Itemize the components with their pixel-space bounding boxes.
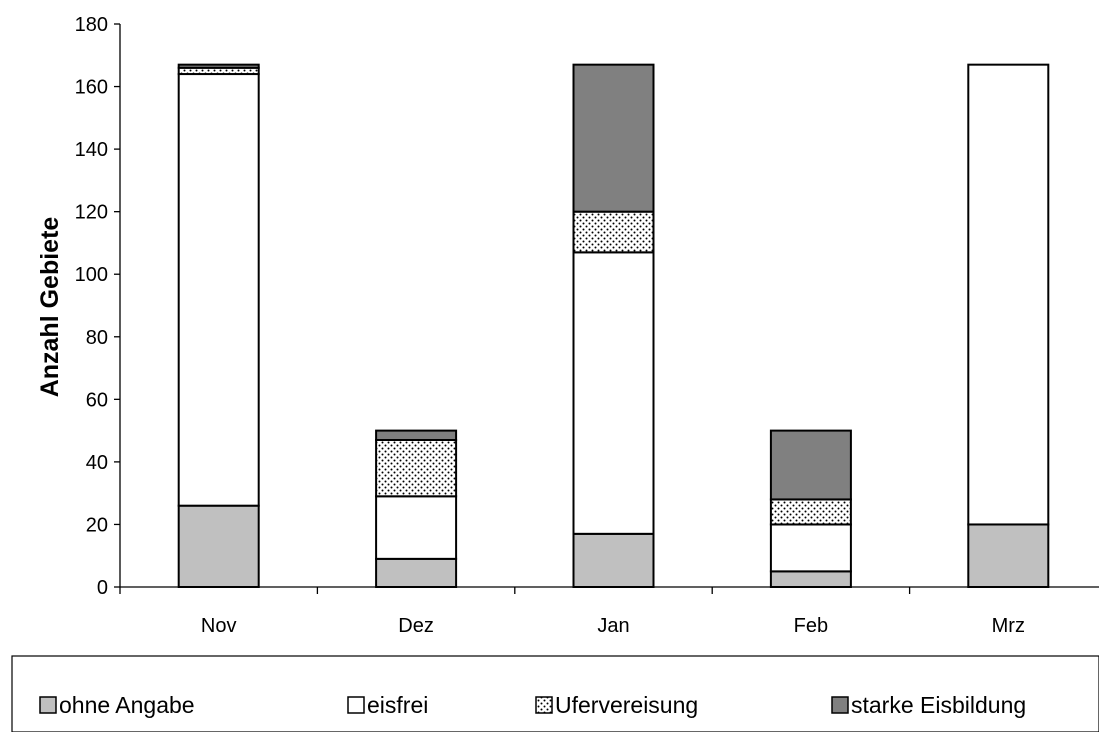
bar-segment	[375, 438, 458, 498]
bar-segment	[375, 495, 458, 560]
bar-segment	[177, 504, 260, 588]
bar-segment	[769, 570, 852, 588]
x-tick-label: Jan	[597, 615, 629, 637]
legend-label: Ufervereisung	[555, 692, 698, 718]
bar-segment	[769, 523, 852, 573]
x-tick-label: Dez	[398, 615, 434, 637]
legend: ohne Angabe eisfrei Ufervereisung starke Ei…	[39, 692, 1026, 718]
y-tick-label: 0	[97, 577, 108, 599]
y-tick-label: 40	[86, 452, 108, 474]
bar-segment	[769, 498, 852, 526]
legend-label: ohne Angabe	[59, 692, 195, 718]
y-tick-label: 160	[75, 77, 108, 99]
y-tick-label: 120	[75, 202, 108, 224]
bar-segment	[572, 63, 655, 213]
legend-swatch	[39, 696, 57, 714]
y-tick-label: 180	[75, 14, 108, 36]
y-tick-label: 80	[86, 327, 108, 349]
y-tick-label: 100	[75, 264, 108, 286]
legend-swatch	[347, 696, 365, 714]
legend-label: starke Eisbildung	[851, 692, 1026, 718]
legend-swatch	[535, 696, 553, 714]
bar-segment	[572, 251, 655, 535]
legend-label: eisfrei	[367, 692, 428, 718]
plot-area: 0 20 40 60 80 100 120 140 160 180 Nov Dez Jan Feb Mrz	[75, 14, 1099, 637]
x-tick-label: Nov	[201, 615, 237, 637]
y-tick-label: 20	[86, 514, 108, 536]
bar-segment	[967, 63, 1050, 526]
bar-segment	[375, 429, 458, 441]
legend-swatch	[831, 696, 849, 714]
x-tick-label: Feb	[794, 615, 828, 637]
y-axis-label: Anzahl Gebiete	[36, 217, 64, 398]
bar-segment	[375, 557, 458, 588]
y-tick-label: 140	[75, 139, 108, 161]
bar-segment	[967, 523, 1050, 589]
bar-segment	[572, 210, 655, 254]
bar-segment	[572, 532, 655, 588]
bar-segment	[177, 73, 260, 507]
bar-segment	[177, 63, 260, 69]
bar-segment	[769, 429, 852, 501]
x-tick-label: Mrz	[992, 615, 1025, 637]
legend-box	[11, 655, 1099, 733]
y-tick-label: 60	[86, 389, 108, 411]
